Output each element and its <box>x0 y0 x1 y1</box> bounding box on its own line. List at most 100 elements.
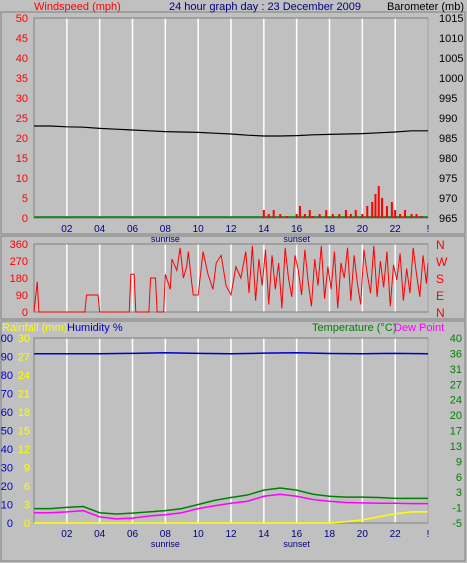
y-tick-label-direction: 90 <box>16 290 28 302</box>
y-tick-label-windspeed: 5 <box>22 193 28 205</box>
direction-letter: S <box>436 272 444 286</box>
y-tick-label-direction: 270 <box>10 256 28 268</box>
y-tick-label-temperature: 31 <box>450 364 462 376</box>
x-tick-label: 14 <box>258 529 270 540</box>
y-tick-label-humidity: 100 <box>0 333 13 345</box>
x-tick-label: 18 <box>324 224 336 235</box>
dewpoint-axis-title: Dew Point <box>394 322 444 334</box>
y-tick-label-temperature: 6 <box>456 472 462 484</box>
x-tick-label: ! <box>427 224 430 235</box>
x-tick-label: ! <box>427 529 430 540</box>
y-tick-label-windspeed: 20 <box>16 133 28 145</box>
y-tick-label-temperature: 40 <box>450 333 462 345</box>
rainfall-axis-title: Rainfall (mm) <box>2 322 67 334</box>
y-tick-label-barometer: 980 <box>439 153 457 165</box>
y-tick-label-direction: 0 <box>22 307 28 319</box>
y-tick-label-humidity: 80 <box>1 370 13 382</box>
chart-series <box>33 125 429 524</box>
direction-letter: E <box>436 289 444 303</box>
y-tick-label-rainfall: 12 <box>18 444 30 456</box>
y-tick-label-windspeed: 30 <box>16 93 28 105</box>
sunset-label: sunset <box>283 234 310 244</box>
y-tick-label-rainfall: 24 <box>18 370 30 382</box>
direction-letter: W <box>436 255 448 269</box>
series-line-rainfall <box>34 511 428 524</box>
y-tick-label-barometer: 990 <box>439 113 457 125</box>
y-tick-label-barometer: 995 <box>439 93 457 105</box>
y-tick-label-temperature: 24 <box>450 395 462 407</box>
y-tick-label-temperature: 3 <box>456 487 462 499</box>
sunrise-label: sunrise <box>151 539 180 549</box>
y-tick-label-windspeed: 0 <box>22 213 28 225</box>
x-tick-label: 02 <box>61 529 73 540</box>
humidity-axis-title: Humidity % <box>67 322 123 334</box>
y-tick-label-rainfall: 6 <box>24 481 30 493</box>
y-tick-label-windspeed: 15 <box>16 153 28 165</box>
y-tick-label-windspeed: 25 <box>16 113 28 125</box>
y-tick-label-windspeed: 10 <box>16 173 28 185</box>
panel-direction <box>0 235 466 320</box>
y-tick-label-rainfall: 21 <box>18 389 30 401</box>
grid-lines <box>33 17 429 524</box>
y-tick-label-temperature: 17 <box>450 426 462 438</box>
panel-wind-barometer <box>0 11 466 235</box>
x-tick-label: 04 <box>94 529 106 540</box>
y-tick-label-direction: 180 <box>10 273 28 285</box>
sunrise-label: sunrise <box>151 234 180 244</box>
y-tick-label-barometer: 975 <box>439 173 457 185</box>
barometer-axis-title: Barometer (mb) <box>387 1 464 13</box>
y-tick-label-barometer: 1000 <box>439 73 463 85</box>
y-tick-label-barometer: 1015 <box>439 13 463 25</box>
series-line-humidity <box>34 352 429 355</box>
series-line-temperature <box>34 487 428 515</box>
y-tick-label-temperature: 36 <box>450 348 462 360</box>
y-tick-label-humidity: 10 <box>1 500 13 512</box>
panel-temp-humidity <box>0 320 466 562</box>
y-tick-label-rainfall: 27 <box>18 352 30 364</box>
series-line-barometer <box>34 125 428 137</box>
x-tick-label: 22 <box>390 529 402 540</box>
y-tick-label-temperature: -5 <box>452 518 462 530</box>
windspeed-axis-title: Windspeed (mph) <box>34 1 121 13</box>
y-tick-label-barometer: 965 <box>439 213 457 225</box>
x-tick-label: 20 <box>357 529 369 540</box>
x-tick-label: 14 <box>258 224 270 235</box>
y-tick-label-humidity: 0 <box>7 518 13 530</box>
x-tick-label: 04 <box>94 224 106 235</box>
x-tick-label: 22 <box>390 224 402 235</box>
y-tick-label-humidity: 50 <box>1 426 13 438</box>
y-tick-label-rainfall: 3 <box>24 500 30 512</box>
temperature-axis-title: Temperature (°C) <box>312 322 396 334</box>
y-tick-label-temperature: -1 <box>452 503 462 515</box>
x-tick-label: 06 <box>127 224 139 235</box>
y-tick-label-windspeed: 50 <box>16 13 28 25</box>
plot-area-border <box>33 243 429 313</box>
x-tick-label: 16 <box>291 224 303 235</box>
direction-letter: N <box>436 238 445 252</box>
x-tick-label: 12 <box>225 224 237 235</box>
direction-letter: N <box>436 306 445 320</box>
y-tick-label-barometer: 970 <box>439 193 457 205</box>
y-tick-label-barometer: 985 <box>439 133 457 145</box>
y-tick-label-barometer: 1010 <box>439 33 463 45</box>
y-tick-label-temperature: 9 <box>456 456 462 468</box>
y-tick-label-windspeed: 45 <box>16 33 28 45</box>
y-tick-label-rainfall: 15 <box>18 426 30 438</box>
y-tick-label-windspeed: 40 <box>16 53 28 65</box>
y-tick-label-temperature: 27 <box>450 379 462 391</box>
x-tick-label: 08 <box>160 224 172 235</box>
x-tick-label: 10 <box>193 224 205 235</box>
x-tick-label: 06 <box>127 529 139 540</box>
x-tick-label: 12 <box>225 529 237 540</box>
y-tick-label-humidity: 60 <box>1 407 13 419</box>
x-tick-label: 18 <box>324 529 336 540</box>
x-tick-label: 08 <box>160 529 172 540</box>
y-tick-label-rainfall: 0 <box>24 518 30 530</box>
y-tick-label-rainfall: 9 <box>24 463 30 475</box>
y-tick-label-humidity: 40 <box>1 444 13 456</box>
x-tick-label: 16 <box>291 529 303 540</box>
y-tick-label-humidity: 20 <box>1 481 13 493</box>
y-tick-label-humidity: 70 <box>1 389 13 401</box>
